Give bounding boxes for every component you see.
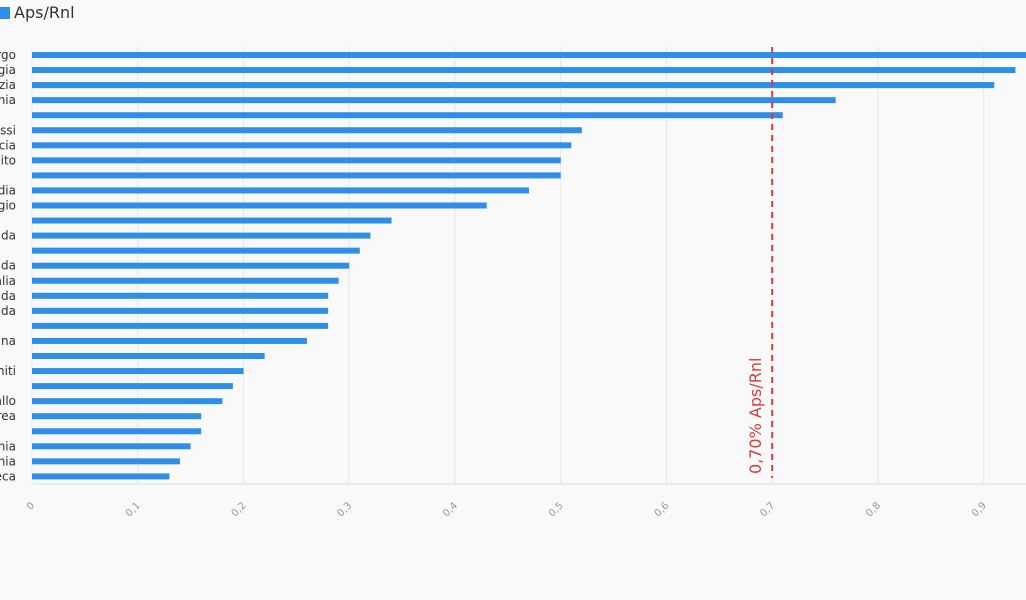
- bar: [32, 322, 329, 329]
- bar: [32, 473, 170, 480]
- category-label: nda: [0, 304, 16, 318]
- category-label: gna: [0, 334, 16, 348]
- bar: [32, 172, 561, 179]
- x-tick-label: 0,3: [335, 500, 354, 519]
- category-label: nito: [0, 153, 16, 167]
- category-label: nia: [0, 93, 16, 107]
- bar: [32, 353, 265, 359]
- x-tick-label: 0,2: [230, 500, 249, 519]
- category-label: dia: [0, 183, 16, 197]
- bar: [32, 67, 1016, 74]
- category-label: niti: [0, 364, 16, 378]
- x-tick-label: 0,5: [547, 500, 566, 519]
- bar: [32, 247, 360, 254]
- bar: [32, 307, 329, 314]
- bar: [32, 292, 329, 299]
- category-label: allo: [0, 394, 16, 408]
- legend-label: Aps/Rnl: [14, 3, 75, 22]
- x-tick-label: 0,9: [970, 500, 989, 519]
- category-label: cia: [0, 138, 16, 152]
- bar: [32, 458, 181, 465]
- x-tick-label: 0,7: [758, 500, 777, 519]
- bar: [32, 82, 995, 89]
- category-label: nia: [0, 439, 16, 453]
- bar: [32, 97, 836, 104]
- x-tick-label: 0,4: [441, 500, 460, 519]
- x-tick-label: 0,6: [653, 500, 672, 519]
- bar: [32, 52, 1026, 58]
- category-label: zia: [0, 78, 16, 92]
- bar: [32, 187, 529, 194]
- category-label: gia: [0, 63, 16, 77]
- category-label: ada: [0, 259, 16, 273]
- bar: [32, 337, 307, 344]
- x-tick-label: 0: [25, 500, 37, 512]
- bar: [32, 368, 244, 375]
- category-label: ada: [0, 229, 16, 243]
- category-label: rea: [0, 409, 16, 423]
- bar: [32, 383, 233, 390]
- bar: [32, 157, 561, 164]
- category-label: rgo: [0, 48, 16, 62]
- category-label: gio: [0, 199, 16, 213]
- bar: [32, 127, 582, 134]
- bar: [32, 142, 572, 149]
- bar: [32, 413, 202, 420]
- legend: Aps/Rnl: [0, 3, 75, 22]
- bar: [32, 398, 223, 405]
- bar: [32, 202, 487, 209]
- x-tick-label: 0,8: [864, 500, 883, 519]
- x-tick-label: 0,1: [124, 500, 143, 519]
- reference-line-label: 0,70% Aps/Rnl: [746, 358, 765, 474]
- category-label: hia: [0, 454, 16, 468]
- legend-swatch: [0, 6, 10, 19]
- bar: [32, 232, 371, 239]
- bar: [32, 443, 191, 450]
- bar: [32, 277, 339, 284]
- bar: [32, 217, 392, 224]
- category-label: eca: [0, 469, 16, 483]
- bar: [32, 112, 783, 119]
- category-label: nda: [0, 289, 16, 303]
- bar: [32, 262, 350, 269]
- bar: [32, 428, 202, 435]
